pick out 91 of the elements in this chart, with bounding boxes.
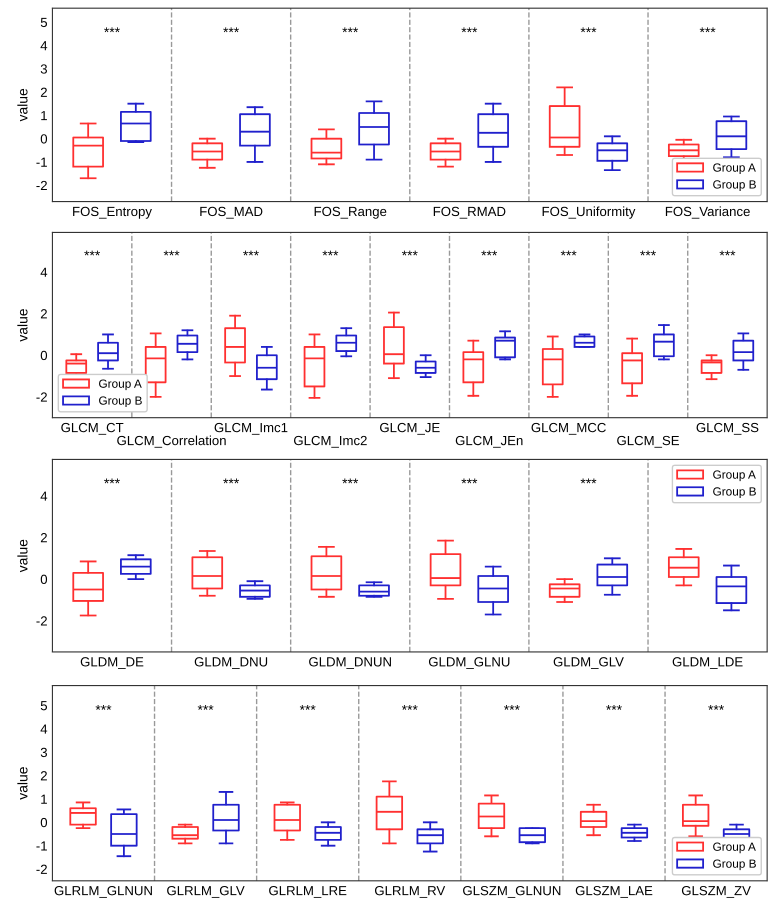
- annotation: ***: [243, 250, 259, 256]
- annotation: ***: [461, 27, 478, 32]
- legend-label: Group B: [713, 487, 756, 498]
- y-tick-label: 0: [40, 134, 48, 144]
- x-tick-label: GLCM_Imc2: [294, 436, 367, 448]
- legend-label: Group B: [713, 859, 756, 870]
- x-tick-label: GLDM_LDE: [672, 657, 743, 669]
- annotation: ***: [402, 704, 418, 710]
- y-tick-label: 2: [40, 771, 47, 780]
- annotation: ***: [322, 250, 338, 256]
- legend-label: Group B: [713, 180, 756, 191]
- y-tick-label: 1: [41, 794, 47, 804]
- y-tick-label: -1: [36, 158, 47, 167]
- x-tick-label: GLCM_CT: [61, 422, 124, 435]
- y-tick-label: -1: [36, 841, 47, 850]
- annotation: ***: [481, 250, 498, 256]
- y-tick-label: -2: [36, 616, 47, 626]
- annotation: ***: [580, 27, 596, 32]
- annotation: ***: [300, 704, 316, 710]
- annotation: ***: [640, 250, 656, 256]
- annotation: ***: [720, 250, 736, 256]
- annotation: ***: [560, 250, 577, 256]
- annotation: ***: [606, 704, 622, 710]
- y-tick-label: 2: [40, 88, 47, 97]
- x-tick-label: FOS_RMAD: [434, 206, 506, 219]
- y-tick-label: 3: [40, 64, 47, 74]
- annotation: ***: [402, 250, 418, 256]
- y-tick-label: 0: [40, 818, 48, 828]
- y-axis-title: value: [17, 540, 28, 572]
- x-tick-label: FOS_MAD: [200, 206, 262, 219]
- y-tick-label: 4: [40, 41, 48, 50]
- y-tick-label: 5: [40, 701, 48, 710]
- y-tick-label: 2: [40, 309, 47, 318]
- x-tick-label: GLRLM_RV: [375, 886, 446, 898]
- annotation: ***: [104, 478, 120, 484]
- x-tick-label: GLCM_JE: [380, 422, 440, 435]
- x-tick-label: GLRLM_LRE: [269, 886, 346, 898]
- x-tick-label: GLSZM_ZV: [682, 886, 751, 898]
- y-axis-title: value: [17, 767, 28, 800]
- y-tick-label: 4: [40, 492, 48, 501]
- annotation: ***: [700, 27, 716, 32]
- legend-label: Group A: [713, 163, 756, 174]
- annotation: ***: [461, 478, 478, 484]
- legend-label: Group A: [99, 379, 142, 390]
- annotation: ***: [223, 27, 239, 32]
- annotation: ***: [84, 250, 100, 256]
- y-tick-label: 0: [40, 350, 48, 360]
- y-tick-label: 5: [40, 18, 48, 28]
- legend-label: Group A: [713, 842, 756, 854]
- x-tick-label: GLSZM_GLNUN: [463, 886, 560, 898]
- legend-label: Group A: [713, 470, 756, 482]
- y-axis-title: value: [17, 88, 28, 122]
- y-tick-label: 4: [40, 724, 48, 734]
- annotation: ***: [342, 478, 358, 484]
- annotation: ***: [504, 704, 520, 710]
- y-tick-label: 2: [40, 533, 47, 542]
- x-tick-label: GLSZM_LAE: [576, 886, 652, 898]
- y-tick-label: -2: [36, 180, 47, 190]
- x-tick-label: GLCM_Imc1: [214, 422, 288, 435]
- x-tick-label: FOS_Entropy: [73, 206, 152, 219]
- annotation: ***: [198, 704, 214, 710]
- legend-label: Group B: [99, 396, 142, 408]
- x-tick-label: GLRLM_GLV: [167, 886, 245, 898]
- annotation: ***: [104, 27, 120, 32]
- y-tick-label: 0: [40, 574, 48, 584]
- x-tick-label: FOS_Range: [314, 206, 386, 219]
- annotation: ***: [580, 478, 596, 484]
- y-tick-label: 1: [41, 111, 47, 120]
- x-tick-label: GLDM_GLNU: [428, 657, 510, 669]
- annotation: ***: [164, 250, 180, 256]
- y-tick-label: 3: [40, 748, 47, 758]
- annotation: ***: [223, 478, 239, 484]
- x-tick-label: GLDM_GLV: [554, 657, 624, 669]
- annotation: ***: [342, 27, 358, 32]
- y-tick-label: -2: [36, 392, 47, 402]
- x-tick-label: GLDM_DNUN: [309, 657, 391, 669]
- annotation: ***: [708, 704, 724, 710]
- x-tick-label: GLDM_DNU: [194, 657, 268, 669]
- x-tick-label: FOS_Variance: [666, 206, 750, 219]
- x-tick-label: GLCM_JEn: [456, 436, 522, 448]
- x-tick-label: GLCM_SS: [696, 422, 758, 435]
- x-tick-label: GLCM_Correlation: [117, 436, 226, 448]
- x-tick-label: GLRLM_GLNUN: [54, 886, 152, 898]
- x-tick-label: FOS_Uniformity: [542, 206, 636, 219]
- x-tick-label: GLCM_SE: [617, 436, 679, 448]
- x-tick-label: GLDM_DE: [80, 657, 144, 669]
- annotation: ***: [96, 704, 112, 710]
- x-tick-label: GLCM_MCC: [532, 422, 606, 435]
- y-tick-label: -2: [36, 864, 47, 874]
- y-axis-title: value: [17, 309, 28, 342]
- y-tick-label: 4: [40, 268, 48, 277]
